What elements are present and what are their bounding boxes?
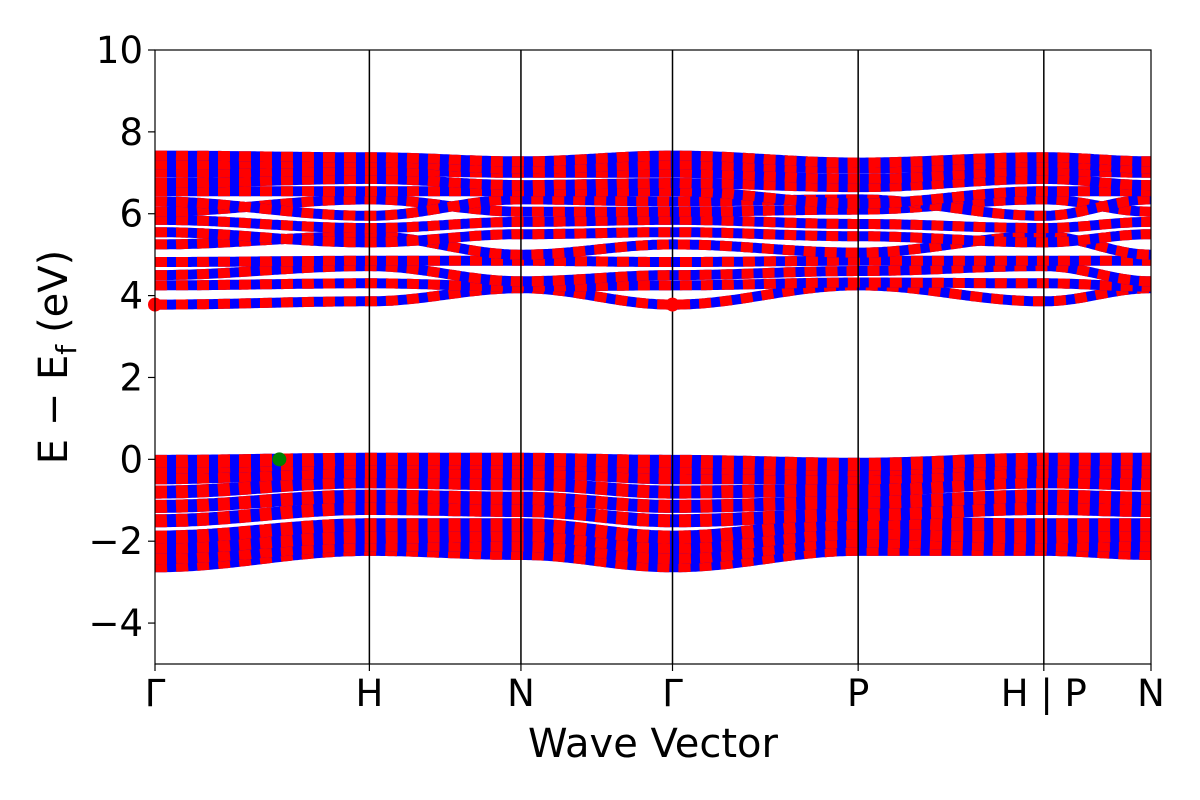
y-axis-title-main: E − E [31, 355, 77, 465]
y-tick-label-0: −4 [88, 602, 143, 645]
plot-background [155, 50, 1151, 664]
conduction-band-11-spin-up [155, 165, 1151, 184]
conduction-band-6-spin-up [155, 214, 1151, 234]
x-tick-label-5: H | P [1001, 672, 1087, 715]
y-tick-label-1: −2 [88, 520, 143, 563]
conduction-band-9-spin-up [155, 186, 1151, 209]
y-tick-label-7: 10 [96, 29, 143, 72]
x-tick-label-4: P [847, 672, 869, 715]
valence-band-6-spin-up [155, 475, 1151, 499]
y-tick-label-5: 6 [119, 193, 143, 236]
conduction-band-1-spin-up [155, 277, 1151, 292]
x-tick-label-1: H [355, 672, 383, 715]
y-axis-title-unit: (eV) [31, 250, 77, 333]
valence-band-3-spin-down [155, 516, 1151, 544]
y-tick-label-3: 2 [119, 356, 143, 399]
valence-band-4-spin-down [155, 502, 1151, 528]
plot-frame [154, 49, 1152, 665]
x-tick-label-3: Γ [662, 672, 683, 715]
valence-band-9-spin-up [155, 452, 1151, 471]
conduction-band-2-spin-down [155, 261, 1151, 287]
extremum-markers [148, 297, 680, 467]
x-tick-label-0: Γ [145, 672, 166, 715]
y-tick-label-6: 8 [119, 111, 143, 154]
x-axis-ticks: Γ H N Γ P H | P N [145, 664, 1165, 715]
bands-layer [155, 150, 1151, 573]
cbm-marker-1 [665, 297, 680, 312]
conduction-band-13-spin-up [155, 150, 1151, 168]
conduction-band-12-spin-up [155, 157, 1151, 174]
y-tick-label-4: 4 [119, 275, 143, 318]
x-tick-label-2: N [507, 672, 535, 715]
conduction-band-0-spin-down [155, 280, 1151, 310]
y-axis-ticks: −4 −2 0 2 4 6 8 10 [88, 29, 155, 645]
conduction-band-3-spin-up [155, 255, 1151, 267]
y-tick-label-2: 0 [119, 438, 143, 481]
conduction-band-7-spin-down [155, 194, 1151, 217]
valence-band-1-spin-down [155, 534, 1151, 565]
valence-band-7-spin-up [155, 465, 1151, 485]
conduction-band-8-spin-down [155, 194, 1151, 221]
x-axis-title: Wave Vector [528, 721, 779, 767]
y-axis-title: E − Ef (eV) [31, 250, 83, 465]
valence-band-2-spin-down [155, 526, 1151, 554]
conduction-band-5-spin-up [155, 227, 1151, 248]
y-axis-title-subscript: f [50, 344, 83, 355]
vbm-marker-2 [272, 452, 287, 467]
valence-band-5-spin-up [155, 489, 1151, 513]
high-symmetry-lines [368, 50, 1045, 664]
conduction-band-10-spin-up [155, 173, 1151, 193]
x-tick-label-6: N [1137, 672, 1165, 715]
